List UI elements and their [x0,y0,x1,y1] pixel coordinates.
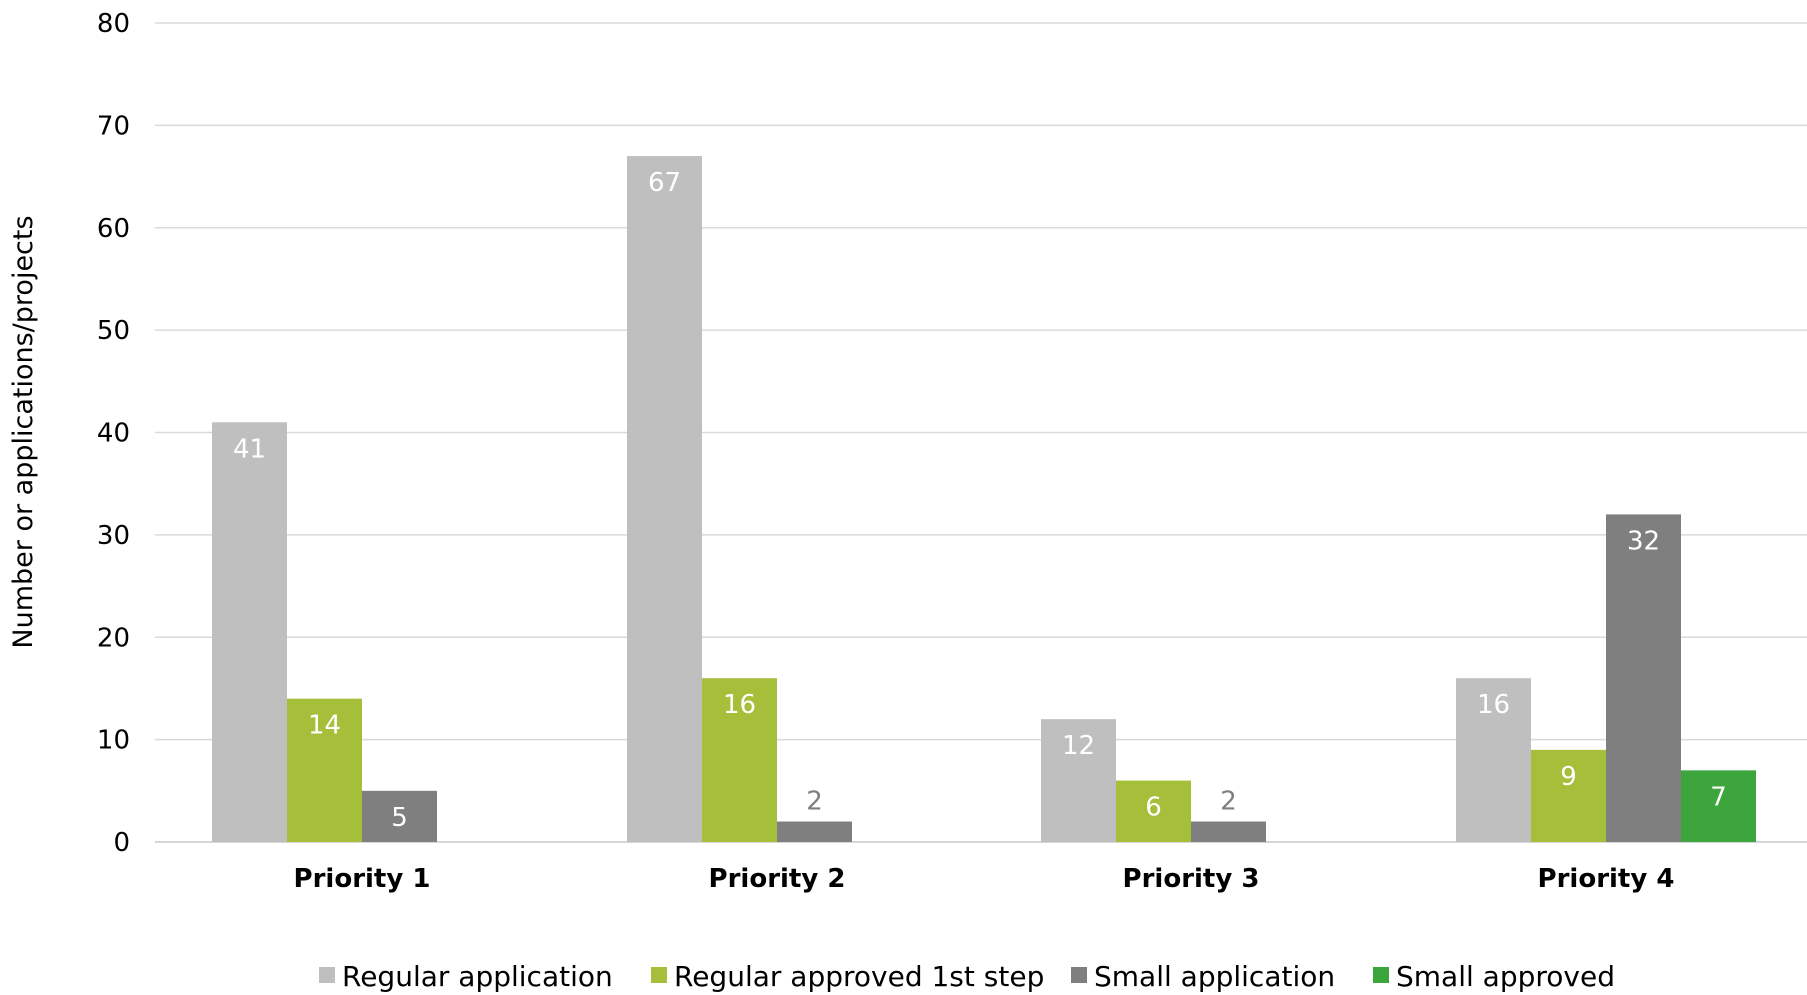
legend-item: Small approved [1373,960,1615,993]
data-label: 2 [806,787,823,817]
legend-swatch [1071,967,1087,983]
y-axis-label: Number or applications/projects [8,215,39,648]
category-label: Priority 2 [709,864,846,894]
legend-label: Regular approved 1st step [674,960,1044,993]
y-tick-label: 10 [97,726,130,756]
y-tick-label: 60 [97,214,130,244]
bar [1116,780,1191,842]
bar [702,678,777,842]
bar [212,422,287,842]
bar [362,790,437,842]
y-tick-label: 70 [97,111,130,141]
data-label: 9 [1560,762,1577,792]
legend-swatch [651,967,667,983]
bar [1606,514,1681,842]
category-label: Priority 4 [1538,864,1675,894]
bar [1041,719,1116,842]
y-tick-label: 0 [113,828,130,858]
bar [627,156,702,842]
legend-label: Regular application [342,960,613,993]
legend-label: Small approved [1396,960,1615,993]
legend-label: Small application [1094,960,1335,993]
data-label: 16 [1477,690,1510,720]
legend-item: Regular approved 1st step [651,960,1044,993]
data-label: 16 [723,690,756,720]
legend: Regular application Regular approved 1st … [319,960,1615,993]
data-label: 67 [648,168,681,198]
legend-item: Regular application [319,960,613,993]
y-tick-label: 30 [97,521,130,551]
bars: 41 14 5 67 16 2 12 6 2 16 9 32 7 [212,156,1756,842]
category-labels: Priority 1 Priority 2 Priority 3 Priority 4 [294,864,1675,894]
data-label: 12 [1062,731,1095,761]
legend-swatch [319,967,335,983]
bar [777,821,852,842]
data-label: 14 [308,711,341,741]
category-label: Priority 1 [294,864,431,894]
data-label: 32 [1627,526,1660,556]
bar [1456,678,1531,842]
y-tick-label: 80 [97,9,130,39]
y-axis-ticks: 0 10 20 30 40 50 60 70 80 [97,9,130,858]
bar [1681,770,1756,842]
category-label: Priority 3 [1123,864,1260,894]
y-tick-label: 50 [97,316,130,346]
y-tick-label: 40 [97,419,130,449]
data-label: 41 [233,434,266,464]
y-tick-label: 20 [97,623,130,653]
bar [1191,821,1266,842]
gridlines [155,22,1807,843]
data-label: 2 [1220,787,1237,817]
data-label: 7 [1710,782,1727,812]
legend-item: Small application [1071,960,1335,993]
bar [1531,749,1606,842]
data-label: 6 [1145,793,1162,823]
data-label: 5 [391,803,408,833]
bar [287,698,362,842]
legend-swatch [1373,967,1389,983]
